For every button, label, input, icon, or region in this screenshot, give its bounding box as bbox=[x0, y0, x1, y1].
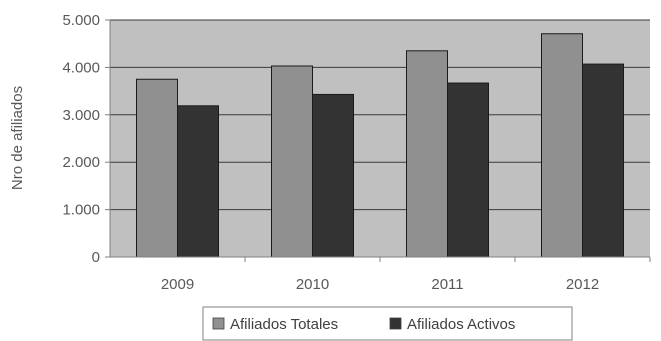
x-tick-labels: 2009 2010 2011 2012 bbox=[161, 257, 651, 293]
legend: Afiliados Totales Afiliados Activos bbox=[202, 306, 573, 341]
bars bbox=[136, 33, 624, 258]
bar-afiliados-activos-2009 bbox=[177, 105, 219, 258]
legend-swatch-totales bbox=[212, 317, 225, 330]
bar-afiliados-totales-2011 bbox=[406, 50, 448, 258]
bar-afiliados-totales-2009 bbox=[136, 78, 178, 258]
y-tick-label: 5.000 bbox=[62, 12, 100, 29]
bar-afiliados-activos-2010 bbox=[312, 93, 354, 258]
y-tick-labels: 0 1.000 2.000 3.000 4.000 5.000 bbox=[62, 12, 110, 266]
bar-afiliados-totales-2010 bbox=[271, 65, 313, 258]
legend-box bbox=[202, 306, 573, 341]
y-tick-label: 2.000 bbox=[62, 154, 100, 171]
bar-afiliados-activos-2012 bbox=[582, 63, 624, 258]
y-tick-label: 4.000 bbox=[62, 59, 100, 76]
x-tick-label: 2011 bbox=[431, 276, 463, 293]
legend-label-totales: Afiliados Totales bbox=[230, 316, 338, 333]
x-tick-label: 2010 bbox=[296, 276, 329, 293]
bar-afiliados-activos-2011 bbox=[447, 82, 489, 258]
y-axis-title: Nro de afiliados bbox=[9, 86, 26, 190]
bar-afiliados-totales-2012 bbox=[541, 33, 583, 258]
y-tick-label: 3.000 bbox=[62, 107, 100, 124]
y-tick-label: 0 bbox=[92, 249, 100, 266]
x-tick-label: 2009 bbox=[161, 276, 194, 293]
y-tick-label: 1.000 bbox=[62, 202, 100, 219]
x-tick-label: 2012 bbox=[566, 276, 599, 293]
legend-swatch-activos bbox=[389, 317, 402, 330]
legend-label-activos: Afiliados Activos bbox=[407, 316, 515, 333]
